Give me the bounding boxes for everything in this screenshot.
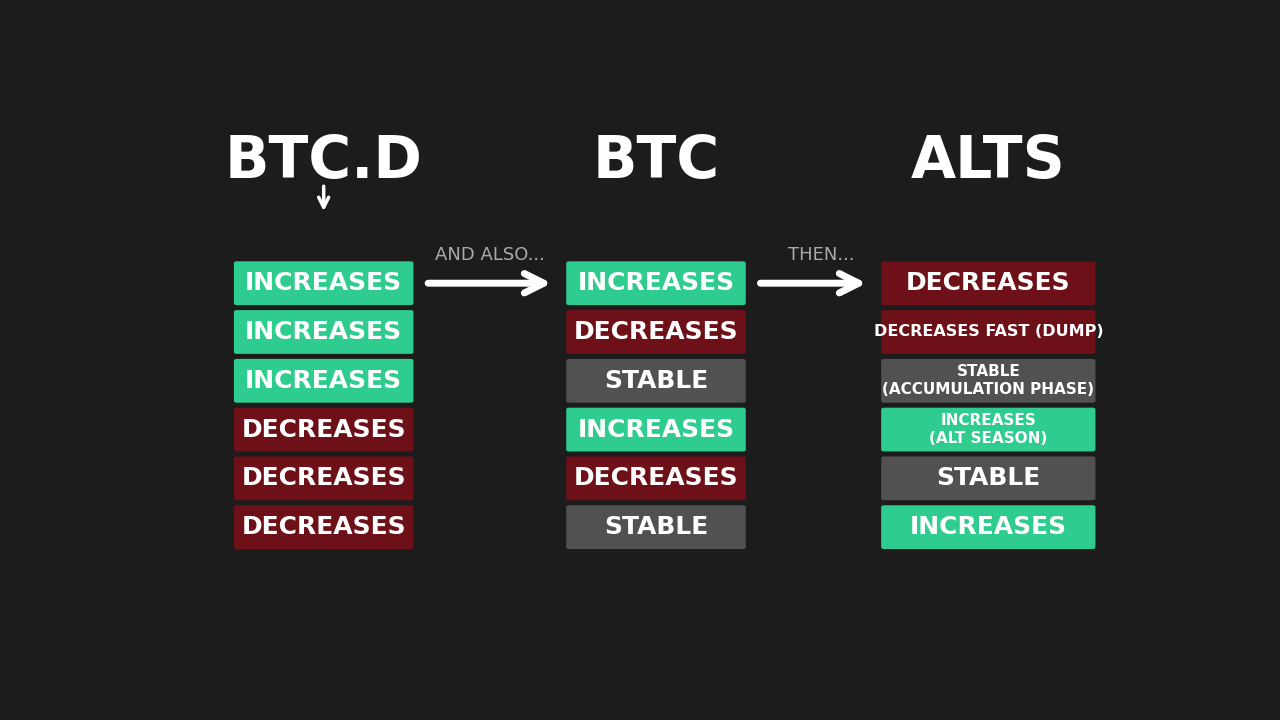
FancyBboxPatch shape: [566, 261, 746, 305]
Text: AND ALSO...: AND ALSO...: [435, 246, 545, 264]
Text: INCREASES
(ALT SEASON): INCREASES (ALT SEASON): [929, 413, 1047, 446]
FancyBboxPatch shape: [234, 310, 413, 354]
FancyBboxPatch shape: [881, 359, 1096, 402]
FancyBboxPatch shape: [234, 359, 413, 402]
FancyBboxPatch shape: [234, 261, 413, 305]
Text: DECREASES: DECREASES: [242, 515, 406, 539]
FancyBboxPatch shape: [566, 456, 746, 500]
Text: DECREASES FAST (DUMP): DECREASES FAST (DUMP): [873, 325, 1103, 340]
FancyBboxPatch shape: [566, 408, 746, 451]
Text: THEN...: THEN...: [788, 246, 855, 264]
Text: INCREASES: INCREASES: [244, 369, 402, 393]
FancyBboxPatch shape: [881, 408, 1096, 451]
Text: DECREASES: DECREASES: [573, 467, 739, 490]
FancyBboxPatch shape: [881, 261, 1096, 305]
Text: BTC.D: BTC.D: [225, 132, 422, 190]
FancyBboxPatch shape: [566, 505, 746, 549]
Text: STABLE: STABLE: [604, 369, 708, 393]
Text: DECREASES: DECREASES: [906, 271, 1070, 295]
FancyBboxPatch shape: [234, 456, 413, 500]
Text: INCREASES: INCREASES: [577, 418, 735, 441]
Text: INCREASES: INCREASES: [244, 271, 402, 295]
Text: STABLE: STABLE: [936, 467, 1041, 490]
FancyBboxPatch shape: [881, 505, 1096, 549]
FancyBboxPatch shape: [881, 456, 1096, 500]
FancyBboxPatch shape: [566, 310, 746, 354]
Text: DECREASES: DECREASES: [573, 320, 739, 344]
Text: STABLE: STABLE: [604, 515, 708, 539]
FancyBboxPatch shape: [881, 310, 1096, 354]
Text: INCREASES: INCREASES: [577, 271, 735, 295]
Text: INCREASES: INCREASES: [244, 320, 402, 344]
Text: INCREASES: INCREASES: [910, 515, 1068, 539]
FancyBboxPatch shape: [234, 408, 413, 451]
Text: DECREASES: DECREASES: [242, 467, 406, 490]
Text: ALTS: ALTS: [911, 132, 1066, 190]
FancyBboxPatch shape: [566, 359, 746, 402]
Text: BTC: BTC: [593, 132, 719, 190]
FancyBboxPatch shape: [234, 505, 413, 549]
Text: DECREASES: DECREASES: [242, 418, 406, 441]
Text: STABLE
(ACCUMULATION PHASE): STABLE (ACCUMULATION PHASE): [882, 364, 1094, 397]
